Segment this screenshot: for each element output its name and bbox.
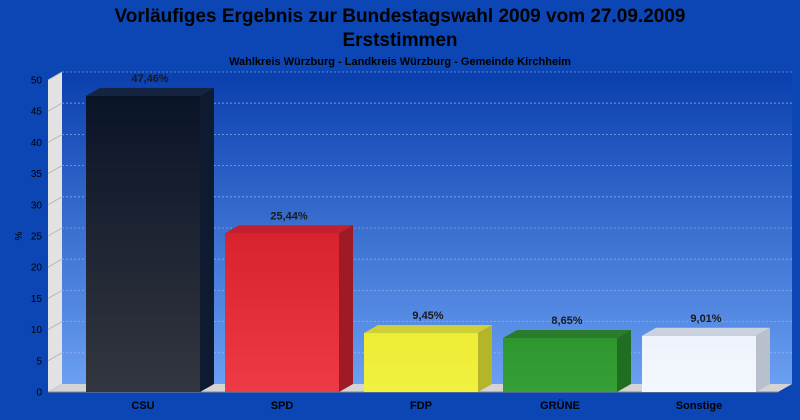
grid-line-side [47,289,63,299]
grid-line-side [47,227,63,237]
bar-top [503,330,631,339]
grid-line-side [47,133,63,143]
x-tick-label: CSU [131,400,154,412]
bar-top [225,225,353,234]
x-tick-label: GRÜNE [540,399,580,412]
data-label: 8,65% [551,315,582,327]
data-label: 47,46% [131,73,169,85]
bar-side [339,225,353,392]
bar-side [200,87,214,392]
x-tick-label: SPD [271,400,294,412]
data-label: 9,45% [412,310,443,322]
chart-subtitle: Wahlkreis Würzburg - Landkreis Würzburg … [229,56,571,68]
y-axis-title: % [14,231,25,240]
bar [642,335,756,392]
y-tick-label: 25 [31,232,43,243]
y-tick-label: 45 [31,107,43,118]
grid-line-side [47,258,63,268]
y-tick-label: 20 [31,263,43,274]
label-layer: 47,46% CSU 25,44% SPD 9,45% FDP 8,65% GRÜNE 9,01… [131,73,722,412]
y-tick-label: 0 [36,388,42,399]
y-tick-layer: 0 5 10 15 20 25 30 35 40 45 50 [31,76,43,399]
grid-line-side [47,71,63,81]
bar-side [617,330,631,392]
chart-title: Vorläufiges Ergebnis zur Bundestagswahl … [115,6,686,27]
bar-side [756,327,770,392]
data-label: 9,01% [690,313,721,325]
x-tick-label: FDP [410,400,432,412]
bar-layer [86,87,770,392]
bar-top [642,327,770,336]
bar [86,95,200,392]
y-tick-label: 15 [31,294,43,305]
bar [364,333,478,392]
bar [225,233,339,392]
chart-title-line2: Erststimmen [342,30,457,51]
grid-line-side [47,102,63,112]
grid-line-side [47,321,63,331]
bar-side [478,325,492,392]
bar-top [86,87,214,96]
grid-line-side [47,165,63,175]
x-tick-label: Sonstige [676,400,722,412]
y-tick-label: 5 [36,356,42,367]
y-tick-label: 30 [31,200,43,211]
bar-top [364,325,492,334]
y-tick-label: 35 [31,169,43,180]
grid-line-side [47,352,63,362]
grid-line-side [47,196,63,206]
y-tick-label: 40 [31,138,43,149]
data-label: 25,44% [270,210,308,222]
y-tick-label: 50 [31,76,43,87]
bar [503,338,617,392]
y-tick-label: 10 [31,325,43,336]
